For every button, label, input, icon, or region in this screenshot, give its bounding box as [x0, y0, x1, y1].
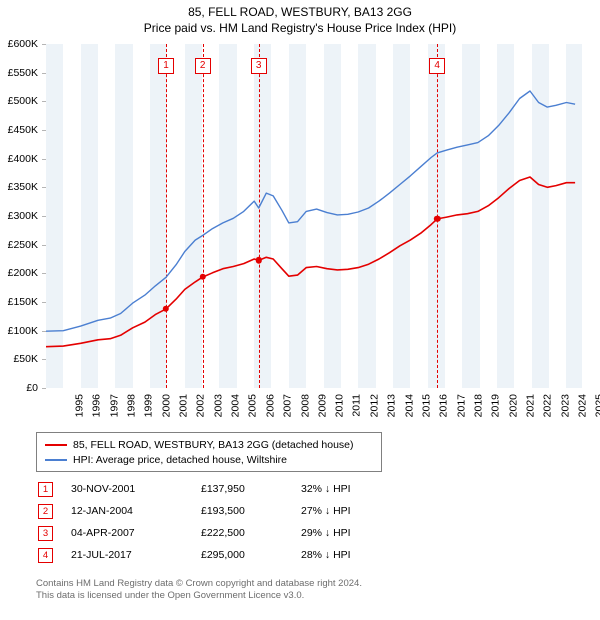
y-tick-label: £50K	[13, 353, 38, 365]
sale-delta: 27% ↓ HPI	[301, 505, 381, 517]
y-tick-label: £500K	[8, 95, 38, 107]
legend-swatch	[45, 459, 67, 461]
y-tick-label: £100K	[8, 325, 38, 337]
property-line	[46, 177, 575, 347]
sale-date: 21-JUL-2017	[71, 549, 201, 561]
x-tick-label: 2005	[247, 394, 259, 417]
x-tick-label: 1995	[73, 394, 85, 417]
x-tick-label: 2009	[316, 394, 328, 417]
x-tick-label: 2022	[542, 394, 554, 417]
x-tick-label: 2013	[386, 394, 398, 417]
x-tick-label: 2011	[350, 394, 362, 417]
x-tick-label: 2020	[507, 394, 519, 417]
y-tick-label: £400K	[8, 153, 38, 165]
sale-delta: 29% ↓ HPI	[301, 527, 381, 539]
x-tick-label: 2007	[282, 394, 294, 417]
x-tick-label: 2014	[403, 394, 415, 417]
y-tick-label: £600K	[8, 38, 38, 50]
sale-date: 30-NOV-2001	[71, 483, 201, 495]
sale-price: £137,950	[201, 483, 301, 495]
legend-label: 85, FELL ROAD, WESTBURY, BA13 2GG (detac…	[73, 439, 354, 451]
attribution-footer: Contains HM Land Registry data © Crown c…	[36, 578, 588, 603]
x-tick-label: 2003	[212, 394, 224, 417]
x-tick-label: 1999	[143, 394, 155, 417]
sale-row: 2 12-JAN-2004£193,50027% ↓ HPI	[38, 500, 381, 522]
sale-row-marker: 3	[38, 526, 53, 541]
sale-row-marker: 4	[38, 548, 53, 563]
x-tick-label: 1996	[91, 394, 103, 417]
x-tick-label: 2016	[438, 394, 450, 417]
x-tick-label: 2017	[455, 394, 467, 417]
legend-swatch	[45, 444, 67, 446]
hpi-line	[46, 91, 575, 331]
sale-row-marker: 1	[38, 482, 53, 497]
chart-plot-area: £0£50K£100K£150K£200K£250K£300K£350K£400…	[46, 44, 582, 388]
x-tick-label: 1998	[125, 394, 137, 417]
sale-date: 04-APR-2007	[71, 527, 201, 539]
x-tick-label: 2025	[594, 394, 600, 417]
sales-table: 1 30-NOV-2001£137,95032% ↓ HPI 2 12-JAN-200…	[38, 478, 381, 566]
sale-row-marker: 2	[38, 504, 53, 519]
title-line1: 85, FELL ROAD, WESTBURY, BA13 2GG	[0, 4, 600, 20]
sale-date: 12-JAN-2004	[71, 505, 201, 517]
y-tick-label: £150K	[8, 296, 38, 308]
x-tick-label: 2010	[334, 394, 346, 417]
sale-delta: 32% ↓ HPI	[301, 483, 381, 495]
x-tick-label: 2002	[195, 394, 207, 417]
chart-legend: 85, FELL ROAD, WESTBURY, BA13 2GG (detac…	[36, 432, 382, 472]
footer-line1: Contains HM Land Registry data © Crown c…	[36, 578, 588, 590]
y-tick-label: £350K	[8, 181, 38, 193]
sale-row: 4 21-JUL-2017£295,00028% ↓ HPI	[38, 544, 381, 566]
legend-label: HPI: Average price, detached house, Wilt…	[73, 454, 287, 466]
sale-price: £295,000	[201, 549, 301, 561]
x-tick-label: 2015	[420, 394, 432, 417]
y-tick-label: £300K	[8, 210, 38, 222]
x-tick-label: 2018	[472, 394, 484, 417]
y-tick-label: £550K	[8, 67, 38, 79]
sale-row: 1 30-NOV-2001£137,95032% ↓ HPI	[38, 478, 381, 500]
y-tick-label: £250K	[8, 239, 38, 251]
sale-price: £193,500	[201, 505, 301, 517]
sale-delta: 28% ↓ HPI	[301, 549, 381, 561]
x-tick-label: 2024	[576, 394, 588, 417]
title-line2: Price paid vs. HM Land Registry's House …	[0, 20, 600, 36]
legend-item: 85, FELL ROAD, WESTBURY, BA13 2GG (detac…	[45, 437, 373, 452]
y-tick-label: £450K	[8, 124, 38, 136]
x-tick-label: 2023	[559, 394, 571, 417]
x-tick-label: 2001	[177, 394, 189, 417]
y-tick-label: £0	[26, 382, 38, 394]
legend-item: HPI: Average price, detached house, Wilt…	[45, 452, 373, 467]
x-tick-label: 2004	[229, 394, 241, 417]
x-tick-label: 2000	[160, 394, 172, 417]
footer-line2: This data is licensed under the Open Gov…	[36, 590, 588, 602]
x-tick-label: 2021	[524, 394, 536, 417]
x-tick-label: 2019	[490, 394, 502, 417]
sale-price: £222,500	[201, 527, 301, 539]
sale-row: 3 04-APR-2007£222,50029% ↓ HPI	[38, 522, 381, 544]
x-tick-label: 2008	[299, 394, 311, 417]
x-tick-label: 2012	[368, 394, 380, 417]
chart-title: 85, FELL ROAD, WESTBURY, BA13 2GG Price …	[0, 0, 600, 36]
y-tick-label: £200K	[8, 267, 38, 279]
x-tick-label: 2006	[264, 394, 276, 417]
x-tick-label: 1997	[108, 394, 120, 417]
